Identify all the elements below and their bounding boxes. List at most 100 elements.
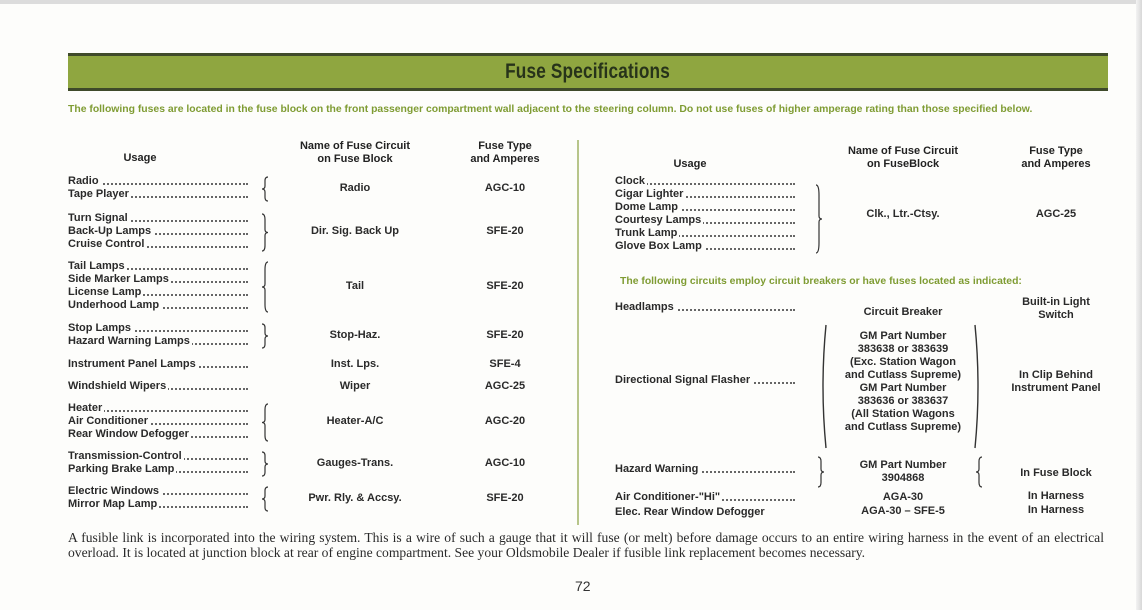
usage-label: Cruise Control — [68, 238, 147, 250]
breaker-location: In Harness — [1027, 490, 1085, 502]
usage-label: Trunk Lamp — [615, 227, 680, 239]
usage-label: Back-Up Lamps — [68, 225, 154, 237]
usage-label: Parking Brake Lamp — [68, 463, 177, 475]
dot-leader — [615, 209, 795, 211]
usage-item: Side Marker Lamps — [68, 273, 248, 286]
header-text: Usage — [673, 158, 707, 170]
group-brace — [815, 184, 823, 254]
circuit-name: Gauges-Trans. — [316, 456, 394, 469]
dot-leader — [68, 268, 248, 270]
usage-item: Stop Lamps — [68, 322, 248, 335]
group-brace — [261, 403, 269, 442]
usage-label: Cigar Lighter — [615, 188, 686, 200]
usage-label: Air Conditioner-"Hi" — [615, 491, 723, 503]
usage-label: Stop Lamps — [68, 322, 133, 334]
header-text: on Fuse Block — [317, 153, 393, 165]
usage-label: Courtesy Lamps — [615, 214, 704, 226]
usage-label: Clock — [615, 175, 647, 187]
usage-item: Cruise Control — [68, 238, 248, 251]
dot-leader — [68, 246, 248, 248]
dot-leader — [615, 248, 795, 250]
group-brace — [261, 323, 269, 349]
usage-item: Underhood Lamp — [68, 299, 248, 312]
usage-label: Mirror Map Lamp — [68, 498, 160, 510]
header-text: Fuse Type — [478, 140, 532, 152]
circuit-name: Wiper — [339, 380, 371, 392]
dot-leader — [68, 233, 248, 235]
header-text: and Amperes — [470, 153, 540, 165]
right-paren — [974, 324, 979, 449]
hazard-brace-left — [817, 456, 825, 488]
usage-label: Dome Lamp — [615, 201, 680, 213]
fuse-type: SFE-20 — [486, 328, 524, 341]
breaker-device: and Cutlass Supreme) — [844, 421, 962, 433]
group-brace — [261, 486, 269, 512]
dot-leader — [615, 309, 795, 311]
usage-label: Heater — [68, 402, 105, 414]
usage-item: Mirror Map Lamp — [68, 498, 248, 511]
breaker-note: The following circuits employ circuit br… — [620, 276, 1022, 287]
page-top-edge — [0, 0, 1142, 4]
dot-leader — [68, 196, 248, 198]
circuit-name: Inst. Lps. — [330, 358, 380, 370]
breaker-device: and Cutlass Supreme) — [844, 369, 962, 381]
breaker-location: Switch — [1038, 309, 1074, 321]
dot-leader — [68, 294, 248, 296]
fuse-type: SFE-20 — [486, 225, 524, 237]
group-brace — [261, 176, 269, 202]
usage-item: Back-Up Lamps — [68, 225, 248, 238]
usage-label: Glove Box Lamp — [615, 240, 704, 252]
header-text: on FuseBlock — [866, 158, 940, 170]
column-divider — [577, 140, 579, 525]
intro-text: The following fuses are located in the f… — [68, 104, 1033, 115]
left-paren — [822, 324, 827, 449]
breaker-device: 3904868 — [881, 472, 925, 484]
dot-leader — [68, 410, 248, 412]
usage-label: Instrument Panel Lamps — [68, 358, 198, 370]
page-number: 72 — [575, 578, 591, 594]
page-right-edge — [1136, 0, 1142, 610]
dot-leader — [615, 196, 795, 198]
usage-item: Clock — [615, 175, 795, 188]
breaker-device: (All Station Wagons — [851, 408, 955, 420]
header-text: Name of Fuse Circuit — [847, 145, 959, 157]
usage-label: Tape Player — [68, 188, 131, 200]
fuse-type: AGC-10 — [484, 456, 526, 469]
breaker-device: AGA-30 — [882, 491, 924, 503]
fuse-type: AGC-10 — [484, 181, 526, 194]
usage-label: Hazard Warning — [615, 463, 701, 475]
group-brace — [261, 213, 269, 252]
usage-label: Tail Lamps — [68, 260, 127, 272]
usage-item: Trunk Lamp — [615, 227, 795, 240]
page-title: Fuse Specifications — [505, 60, 671, 83]
left-header-circuit: Name of Fuse Circuit on Fuse Block — [280, 140, 430, 166]
breaker-device: GM Part Number — [859, 330, 947, 342]
breaker-location: In Fuse Block — [1020, 466, 1092, 479]
circuit-name: Radio — [339, 181, 371, 194]
fuse-type: SFE-20 — [486, 279, 524, 292]
usage-item: Tape Player — [68, 188, 248, 201]
breaker-device: 383638 or 383639 — [857, 343, 949, 355]
right-header-fuse: Fuse Type and Amperes — [1006, 145, 1106, 171]
group-brace — [261, 261, 269, 313]
left-header-usage: Usage — [100, 152, 180, 165]
usage-item: Courtesy Lamps — [615, 214, 795, 227]
usage-item: License Lamp — [68, 286, 248, 299]
fusible-link-paragraph: A fusible link is incorporated into the … — [68, 530, 1104, 560]
left-header-fuse: Fuse Type and Amperes — [455, 140, 555, 166]
usage-label: Side Marker Lamps — [68, 273, 171, 285]
breaker-location: In Harness — [1027, 504, 1085, 516]
usage-item: Dome Lamp — [615, 201, 795, 214]
dot-leader — [615, 183, 795, 185]
breaker-device: 383636 or 383637 — [857, 395, 949, 407]
breaker-device: GM Part Number — [859, 459, 947, 471]
usage-label: Turn Signal — [68, 212, 130, 224]
usage-label: Radio — [68, 175, 101, 187]
circuit-name: Stop-Haz. — [329, 328, 381, 341]
fuse-type: SFE-4 — [489, 358, 521, 370]
fuse-type: AGC-20 — [484, 415, 526, 427]
usage-label: Directional Signal Flasher — [615, 374, 753, 386]
usage-label: Transmission-Control — [68, 450, 184, 462]
header-text: and Amperes — [1021, 158, 1091, 170]
